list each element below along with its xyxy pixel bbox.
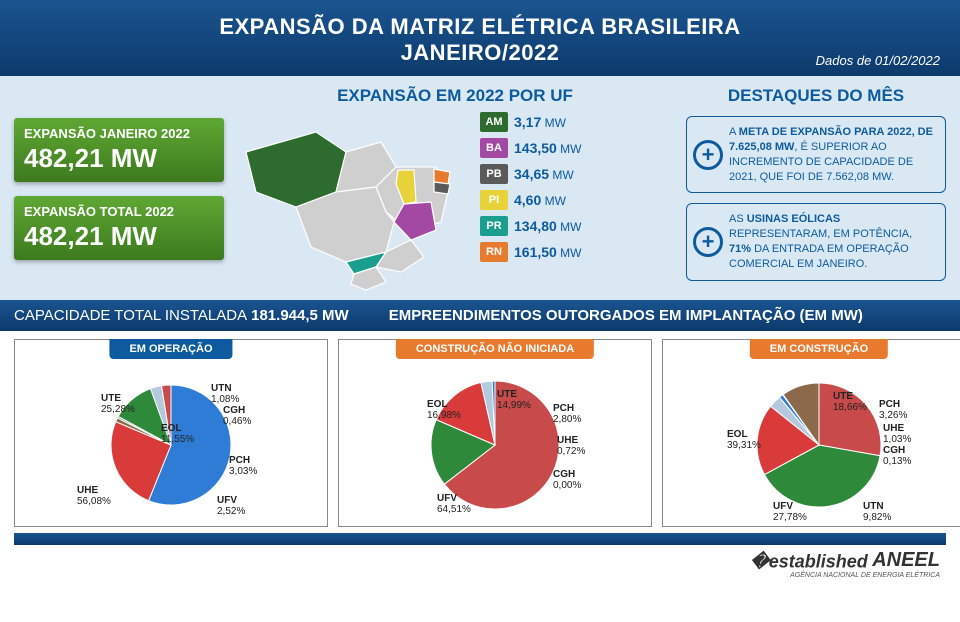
pie-label: CGH0,46% [223,405,251,427]
pie-label: UTN9,82% [863,501,891,523]
capacity-value: 181.944,5 MW [251,307,349,324]
pie-label: EOL11,55% [161,423,194,445]
footer-bar [14,533,946,545]
charts-row: EM OPERAÇÃO UHE56,08%UTE25,28%UTN1,08%CG… [0,331,960,533]
pie-badge: EM OPERAÇÃO [109,339,232,359]
map-column: EXPANSÃO EM 2022 POR UF AM 3,17 MW BA 14… [236,86,674,292]
pie-label: UHE1,03% [883,423,911,445]
uf-value: 4,60 MW [514,192,566,208]
pie-svg [345,358,645,520]
main-panel: EXPANSÃO JANEIRO 2022 482,21 MW EXPANSÃO… [0,76,960,300]
title-line1: EXPANSÃO DA MATRIZ ELÉTRICA BRASILEIRA [20,14,940,40]
pie-chart: CONSTRUÇÃO NÃO INICIADA UFV64,51% EOL16,9… [338,339,652,527]
pie-label: PCH3,03% [229,455,257,477]
implantation-label: EMPREENDIMENTOS OUTORGADOS EM IMPLANTAÇÃ… [389,307,863,324]
header: EXPANSÃO DA MATRIZ ELÉTRICA BRASILEIRA J… [0,0,960,76]
expansion-box: EXPANSÃO TOTAL 2022 482,21 MW [14,196,224,260]
uf-value: 34,65 MW [514,166,574,182]
map-region-PB [434,182,450,194]
pie-label: EOL39,31% [727,429,761,451]
uf-code: PR [480,216,508,236]
expansion-label: EXPANSÃO JANEIRO 2022 [24,126,214,141]
uf-row: BA 143,50 MW [480,138,581,158]
pie-label: UHE56,08% [77,485,111,507]
uf-code: BA [480,138,508,158]
uf-row: PR 134,80 MW [480,216,581,236]
pie-label: CGH0,00% [553,469,581,491]
highlight-box: +AS USINAS EÓLICAS REPRESENTARAM, EM POT… [686,203,946,280]
capacity-label: CAPACIDADE TOTAL INSTALADA [14,307,247,324]
pie-label: UTE14,99% [497,389,531,411]
pie-label: UHE0,72% [557,435,585,457]
aneel-subtitle: AGÊNCIA NACIONAL DE ENERGIA ELÉTRICA [750,572,940,579]
highlights-title: DESTAQUES DO MÊS [686,86,946,106]
uf-code: PB [480,164,508,184]
pie-label: UFV27,78% [773,501,807,523]
highlight-box: +A META DE EXPANSÃO PARA 2022, DE 7.625,… [686,116,946,193]
uf-value: 134,80 MW [514,218,581,234]
uf-code: RN [480,242,508,262]
pie-label: UTN1,08% [211,383,239,405]
pie-badge: CONSTRUÇÃO NÃO INICIADA [396,339,594,359]
pie-badge: EM CONSTRUÇÃO [750,339,888,359]
pie-label: CGH0,13% [883,445,911,467]
uf-row: PB 34,65 MW [480,164,581,184]
title-line2: JANEIRO/2022 [20,40,940,66]
capacity-bar: CAPACIDADE TOTAL INSTALADA 181.944,5 MW … [0,300,960,331]
aneel-logo: ANEEL [872,549,940,571]
uf-value: 3,17 MW [514,114,566,130]
highlights-column: DESTAQUES DO MÊS +A META DE EXPANSÃO PAR… [686,86,946,292]
expansion-label: EXPANSÃO TOTAL 2022 [24,204,214,219]
uf-value: 143,50 MW [514,140,581,156]
pie-label: PCH2,80% [553,403,581,425]
uf-row: AM 3,17 MW [480,112,581,132]
pie-chart: EM OPERAÇÃO UHE56,08% UTE25,28% UTN1,08%CG… [14,339,328,527]
expansion-boxes: EXPANSÃO JANEIRO 2022 482,21 MW EXPANSÃO… [14,86,224,292]
pie-label: UFV64,51% [437,493,471,515]
pie-label: UFV2,52% [217,495,245,517]
pie-label: EOL16,98% [427,399,461,421]
pie-label: PCH3,26% [879,399,907,421]
uf-legend: AM 3,17 MW BA 143,50 MW PB 34,65 MW PI 4… [480,112,581,262]
pie-label: UTE25,28% [101,393,135,415]
uf-code: AM [480,112,508,132]
brazil-map [236,112,466,292]
footer: �established ANEEL AGÊNCIA NACIONAL DE E… [0,545,960,583]
expansion-value: 482,21 MW [24,143,214,174]
plus-icon: + [693,140,723,170]
data-date: Dados de 01/02/2022 [816,53,940,68]
expansion-value: 482,21 MW [24,221,214,252]
expansion-box: EXPANSÃO JANEIRO 2022 482,21 MW [14,118,224,182]
uf-value: 161,50 MW [514,244,581,260]
pie-svg [669,358,960,520]
pie-chart: EM CONSTRUÇÃO UFV27,78% EOL39,31% UTE18,66… [662,339,960,527]
uf-row: RN 161,50 MW [480,242,581,262]
plus-icon: + [693,227,723,257]
pie-label: UTE18,66% [833,391,867,413]
uf-code: PI [480,190,508,210]
map-title: EXPANSÃO EM 2022 POR UF [236,86,674,106]
uf-row: PI 4,60 MW [480,190,581,210]
